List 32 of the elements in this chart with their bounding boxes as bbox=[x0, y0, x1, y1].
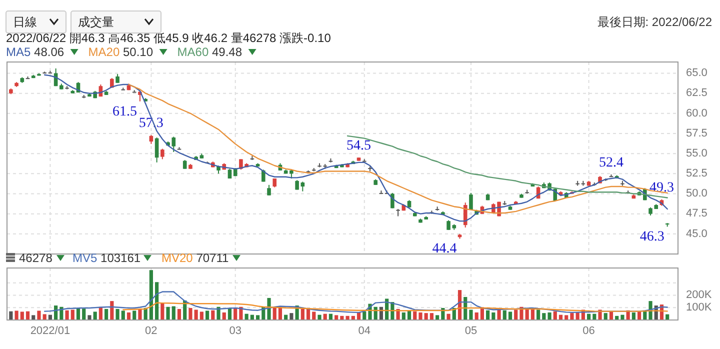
y-tick-label: 45.0 bbox=[686, 228, 708, 240]
text: 52.4 bbox=[598, 155, 624, 170]
text: 49.3 bbox=[650, 180, 674, 196]
x-tick-label: 2022/01 bbox=[30, 325, 70, 337]
y-tick-label: 55.0 bbox=[686, 147, 708, 160]
text: MV5 103161 bbox=[72, 251, 141, 265]
text: 54.5 bbox=[346, 138, 372, 154]
x-tick-label: 04 bbox=[358, 325, 371, 337]
y-tick-label: 50.0 bbox=[686, 188, 708, 200]
x-tick-label: 02 bbox=[145, 325, 158, 337]
x-tick-label: 06 bbox=[582, 325, 595, 337]
text: MV20 70711 bbox=[162, 251, 229, 265]
y-tick-label: 62.5 bbox=[686, 87, 708, 100]
text: 最後日期: 2022/06/22 bbox=[597, 15, 712, 29]
y-tick-label: 57.5 bbox=[686, 127, 708, 140]
y-tick-label: 52.5 bbox=[686, 168, 708, 180]
text: 46.3 bbox=[640, 230, 664, 245]
text: 44.4 bbox=[432, 242, 457, 257]
y-tick-label: 100K bbox=[686, 302, 712, 314]
y-tick-label: 65.0 bbox=[686, 67, 708, 80]
text: MA20 50.10 bbox=[88, 45, 154, 59]
text: 日線 bbox=[13, 15, 37, 29]
y-tick-label: 47.5 bbox=[686, 208, 708, 220]
x-tick-label: 05 bbox=[464, 325, 478, 337]
y-tick-label: 200K bbox=[686, 289, 712, 302]
series-label: MA5 48.06 bbox=[6, 45, 64, 59]
text: 成交量 bbox=[78, 15, 114, 29]
text: MA60 49.48 bbox=[177, 45, 242, 59]
legend-title: 46278 bbox=[19, 251, 53, 265]
x-tick-label: 03 bbox=[229, 325, 242, 337]
text: 61.5 bbox=[112, 104, 137, 120]
y-tick-label: 60.0 bbox=[686, 107, 708, 120]
